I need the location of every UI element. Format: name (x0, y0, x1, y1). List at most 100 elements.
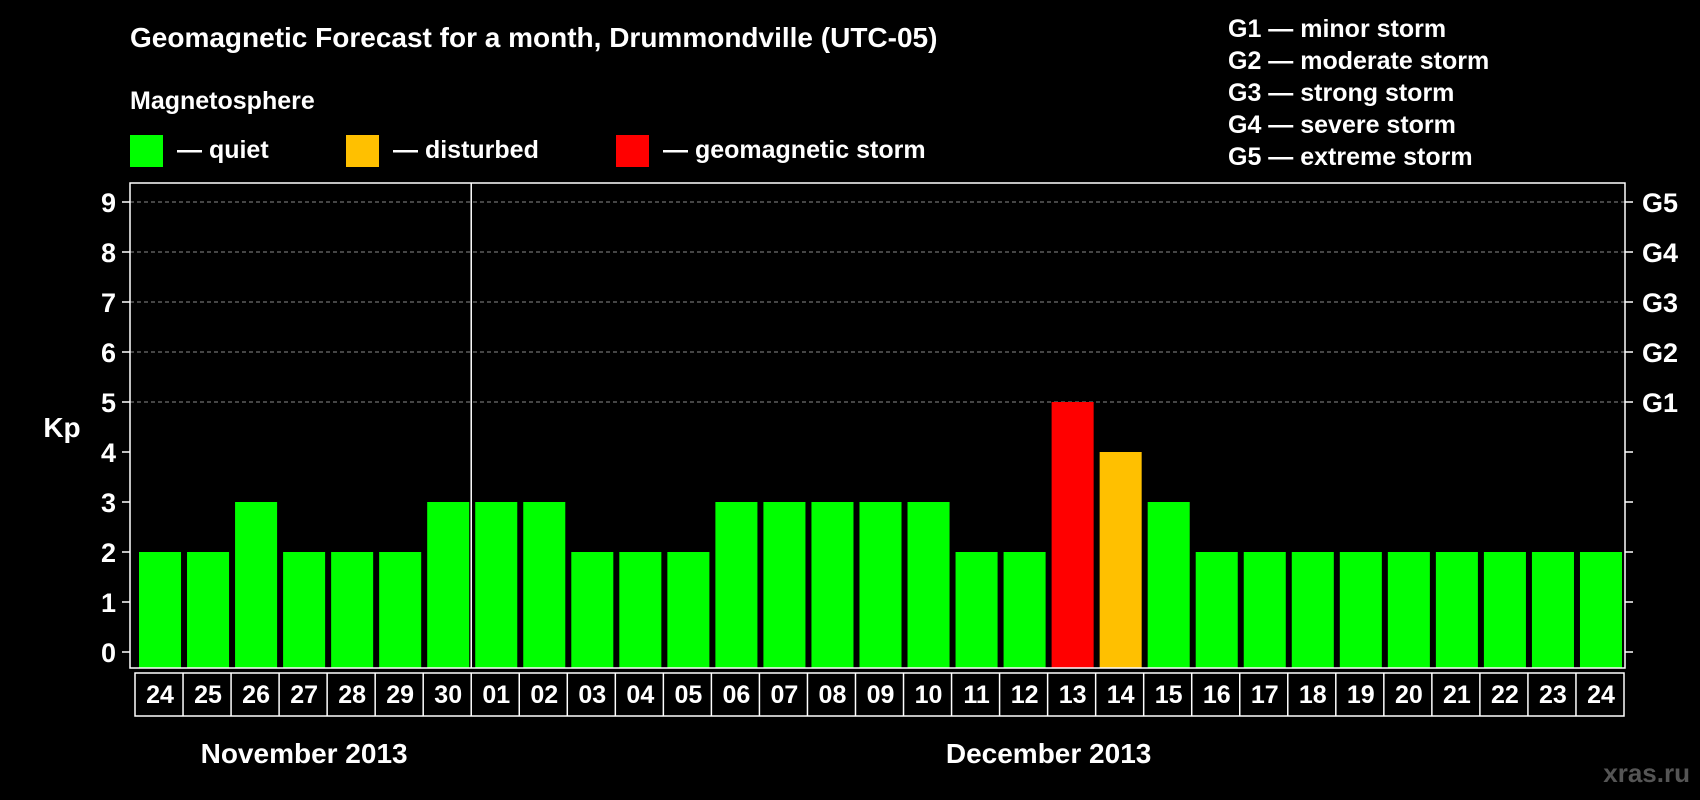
grid (130, 201, 1625, 403)
kp-bar (1195, 552, 1238, 668)
kp-bar (139, 552, 182, 668)
x-tick-label: 03 (578, 681, 606, 709)
x-tick-label: 15 (1155, 681, 1183, 709)
kp-bar (283, 552, 326, 668)
y-tick-label: 1 (101, 588, 116, 618)
kp-bar (571, 552, 614, 668)
month-label: December 2013 (946, 738, 1151, 769)
storm-scale-item: G2 — moderate storm (1228, 47, 1489, 75)
storm-axis: G1 G2 G3 G4 G5 (1625, 188, 1678, 653)
kp-bar (667, 552, 710, 668)
y-tick-label: 2 (101, 538, 116, 568)
storm-scale-item: G3 — strong storm (1228, 79, 1454, 107)
y-tick-label: 7 (101, 288, 116, 318)
kp-bar (1051, 402, 1094, 668)
kp-bar (331, 552, 374, 668)
storm-scale-item: G4 — severe storm (1228, 111, 1456, 139)
kp-bar (763, 502, 806, 668)
kp-bar (235, 502, 278, 668)
x-tick-label: 01 (482, 681, 510, 709)
legend-swatch (616, 135, 649, 167)
legend-label: — geomagnetic storm (663, 136, 926, 164)
x-tick-label: 22 (1491, 681, 1519, 709)
storm-axis-label: G5 (1642, 188, 1678, 218)
y-tick-label: 5 (101, 388, 116, 418)
kp-bar (1291, 552, 1334, 668)
x-tick-label: 21 (1443, 681, 1471, 709)
kp-bar (427, 502, 470, 668)
storm-axis-label: G4 (1642, 238, 1678, 268)
month-labels: November 2013 December 2013 (201, 738, 1152, 769)
x-tick-label: 12 (1011, 681, 1039, 709)
y-tick-label: 3 (101, 488, 116, 518)
x-tick-label: 17 (1251, 681, 1279, 709)
chart-title: Geomagnetic Forecast for a month, Drummo… (130, 22, 937, 53)
storm-scale-list: G1 — minor storm G2 — moderate storm G3 — … (1228, 15, 1489, 171)
x-axis-box (134, 672, 1625, 717)
bars (139, 402, 1622, 668)
kp-bar (619, 552, 662, 668)
kp-bar (379, 552, 422, 668)
kp-bar (811, 502, 854, 668)
x-tick-label: 07 (771, 681, 799, 709)
kp-bar (1243, 552, 1286, 668)
x-tick-label: 04 (626, 681, 654, 709)
y-tick-label: 9 (101, 188, 116, 218)
kp-bar (1147, 502, 1190, 668)
x-tick-label: 11 (963, 681, 990, 709)
kp-bar (1099, 452, 1142, 668)
kp-bar (475, 502, 518, 668)
kp-bar (1483, 552, 1526, 668)
month-label: November 2013 (201, 738, 408, 769)
storm-scale-item: G5 — extreme storm (1228, 143, 1473, 171)
x-axis: 24 25 26 27 28 29 30 01 02 03 04 05 06 07 08 09 10 11 12 13… (134, 672, 1625, 717)
y-tick-label: 8 (101, 238, 116, 268)
legend-label: — disturbed (393, 136, 539, 164)
x-tick-label: 24 (146, 681, 174, 709)
x-tick-label: 18 (1299, 681, 1327, 709)
x-tick-label: 27 (290, 681, 318, 709)
kp-bar (523, 502, 566, 668)
legend-title: Magnetosphere (130, 87, 315, 115)
kp-bar (907, 502, 950, 668)
x-tick-label: 10 (915, 681, 943, 709)
y-tick-label: 0 (101, 638, 116, 668)
x-tick-label: 28 (338, 681, 366, 709)
watermark: xras.ru (1603, 758, 1690, 788)
storm-axis-label: G2 (1642, 338, 1678, 368)
x-tick-label: 29 (386, 681, 414, 709)
kp-bar (715, 502, 758, 668)
kp-bar (955, 552, 998, 668)
kp-bar (1387, 552, 1430, 668)
x-tick-label: 19 (1347, 681, 1375, 709)
kp-bar (1435, 552, 1478, 668)
kp-bar (1579, 552, 1622, 668)
legend-swatch (130, 135, 163, 167)
kp-bar (1003, 552, 1046, 668)
y-axis: 0 1 2 3 4 5 6 7 8 9 (101, 188, 130, 668)
kp-bar (1339, 552, 1382, 668)
storm-axis-label: G3 (1642, 288, 1678, 318)
kp-bar (187, 552, 230, 668)
x-tick-label: 24 (1587, 681, 1615, 709)
y-tick-label: 4 (101, 438, 116, 468)
storm-axis-label: G1 (1642, 388, 1678, 418)
x-tick-label: 25 (194, 681, 222, 709)
legend-label: — quiet (177, 136, 269, 164)
x-tick-label: 05 (674, 681, 702, 709)
y-axis-label: Kp (43, 412, 80, 443)
x-tick-label: 16 (1203, 681, 1231, 709)
legend: — quiet — disturbed — geomagnetic storm (130, 135, 926, 167)
plot-frame (129, 182, 1626, 669)
x-tick-label: 30 (434, 681, 462, 709)
legend-swatch (346, 135, 379, 167)
x-tick-label: 26 (242, 681, 270, 709)
kp-bar (859, 502, 902, 668)
y-tick-label: 6 (101, 338, 116, 368)
x-tick-label: 02 (530, 681, 558, 709)
kp-bar (1531, 552, 1574, 668)
x-tick-label: 23 (1539, 681, 1567, 709)
storm-scale-item: G1 — minor storm (1228, 15, 1446, 43)
x-tick-label: 14 (1107, 681, 1135, 709)
